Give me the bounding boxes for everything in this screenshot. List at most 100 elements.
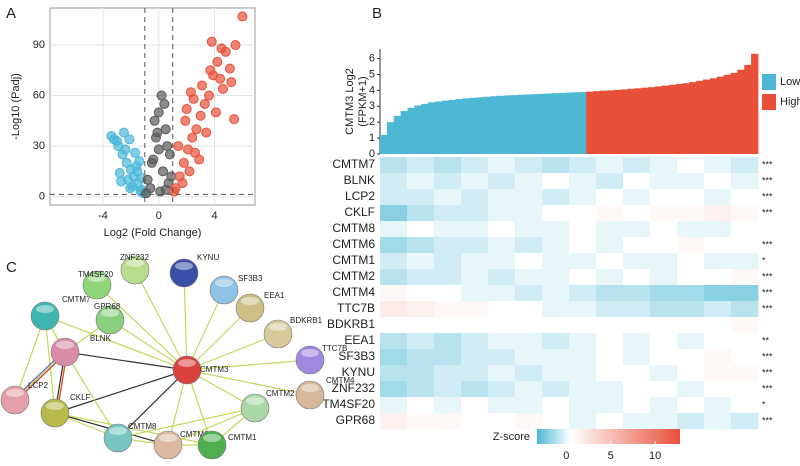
heat-cell: [623, 333, 651, 350]
heat-cell: [488, 253, 516, 270]
bar: [462, 98, 470, 154]
bar: [613, 89, 621, 154]
colorbar-label: Z-score: [493, 431, 530, 443]
point: [181, 104, 192, 115]
heat-cell: [515, 397, 543, 414]
bar: [668, 84, 676, 154]
node-label: CMTM4: [326, 376, 355, 385]
network-node: [197, 430, 227, 460]
significance: ***: [762, 159, 773, 169]
node-label: CMTM8: [128, 422, 157, 431]
heat-cell: [596, 365, 624, 382]
heat-cell: [731, 157, 759, 174]
heat-cell: [407, 237, 435, 254]
heat-cell: [704, 285, 732, 302]
heat-cell: [677, 157, 705, 174]
point: [120, 144, 131, 155]
heat-cell: [731, 381, 759, 398]
heat-cell: [461, 381, 489, 398]
heat-cell: [488, 365, 516, 382]
heat-cell: [407, 173, 435, 190]
colorbar: [537, 429, 680, 444]
row-label: LCP2: [345, 189, 375, 203]
point: [199, 98, 210, 109]
network-edge: [64, 351, 188, 371]
bar: [675, 84, 683, 154]
heat-cell: [461, 269, 489, 286]
heat-cell: [623, 221, 651, 238]
point: [205, 65, 216, 76]
heat-cell: [596, 157, 624, 174]
heat-cell: [407, 253, 435, 270]
heat-cell: [488, 237, 516, 254]
heat-cell: [434, 365, 462, 382]
bar: [572, 92, 580, 154]
point: [173, 141, 184, 152]
heat-cell: [542, 189, 570, 206]
heat-cell: [542, 381, 570, 398]
heat-cell: [596, 349, 624, 366]
heat-cell: [434, 397, 462, 414]
node-highlight: [246, 397, 264, 405]
point: [229, 114, 240, 125]
heat-cell: [542, 173, 570, 190]
heat-cell: [704, 173, 732, 190]
bar: [448, 99, 456, 154]
colorbar-tick-label: 5: [608, 450, 614, 462]
heat-cell: [731, 301, 759, 318]
y-axis-label: (FPKM+1): [357, 76, 369, 126]
heat-cell: [542, 413, 570, 430]
point: [157, 166, 168, 177]
bar: [751, 53, 759, 154]
bar: [723, 74, 731, 154]
node-label: EEA1: [264, 291, 285, 300]
point: [230, 40, 241, 51]
legend-label: Low: [780, 76, 800, 88]
heat-cell: [461, 205, 489, 222]
row-label: CMTM7: [332, 157, 375, 171]
heat-cell: [542, 349, 570, 366]
bar: [538, 93, 546, 154]
heat-cell: [407, 285, 435, 302]
heat-cell: [488, 173, 516, 190]
point: [153, 107, 164, 118]
heat-cell: [569, 173, 597, 190]
heat-cell: [542, 157, 570, 174]
bar: [620, 89, 628, 154]
heat-cell: [488, 189, 516, 206]
plot-area: [49, 7, 256, 206]
heat-cell: [380, 157, 408, 174]
bar: [558, 92, 566, 154]
point: [206, 36, 217, 47]
heat-cell: [380, 173, 408, 190]
heat-cell: [731, 349, 759, 366]
node-highlight: [178, 359, 196, 367]
heat-cell: [677, 333, 705, 350]
point: [106, 130, 117, 141]
heat-cell: [515, 269, 543, 286]
heat-cell: [650, 269, 678, 286]
network-edge: [44, 315, 188, 371]
heat-cell: [488, 397, 516, 414]
network-node: [82, 270, 112, 300]
point: [132, 166, 143, 177]
heat-cell: [596, 285, 624, 302]
heat-cell: [650, 365, 678, 382]
node-highlight: [159, 434, 177, 442]
heat-cell: [650, 173, 678, 190]
heat-cell: [650, 205, 678, 222]
bar: [648, 87, 656, 154]
node-label: TTC7B: [322, 344, 347, 353]
point: [160, 124, 171, 135]
network-edge: [183, 272, 188, 371]
x-tick-label: 0: [156, 210, 162, 222]
heat-cell: [380, 253, 408, 270]
heat-cell: [515, 349, 543, 366]
network-edge: [134, 269, 188, 371]
heat-cell: [542, 365, 570, 382]
bar: [414, 105, 422, 154]
node-label: CMTM7: [62, 295, 91, 304]
row-label: BLNK: [344, 173, 375, 187]
point: [226, 77, 237, 88]
row-label: BDKRB1: [327, 317, 375, 331]
